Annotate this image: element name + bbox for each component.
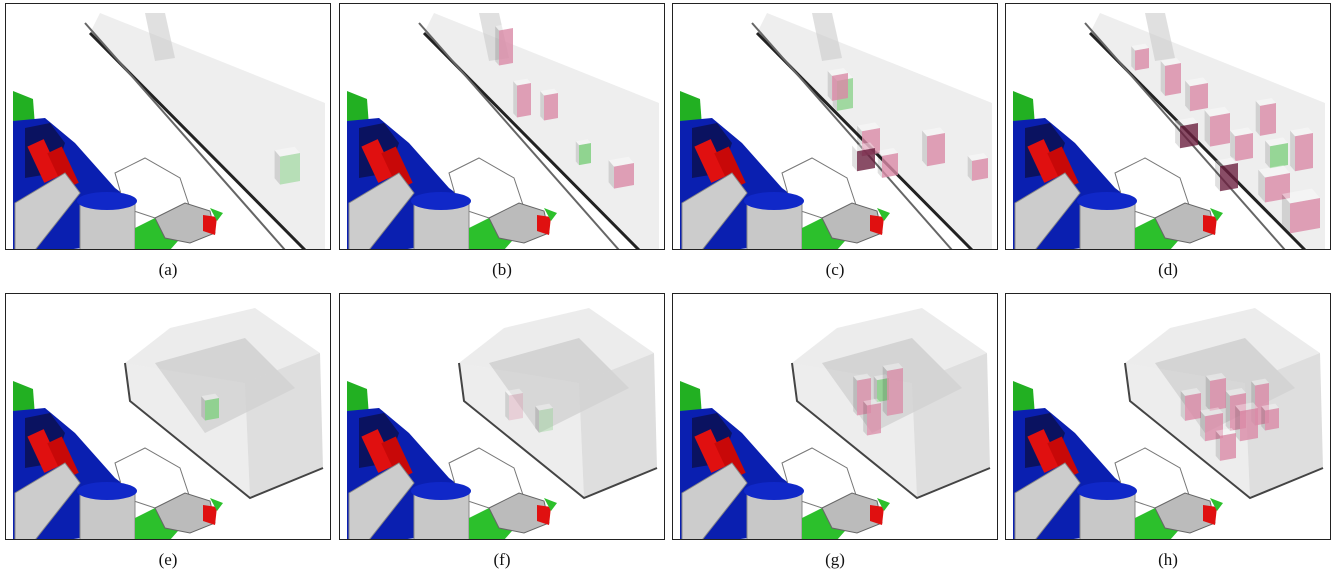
panel (339, 3, 665, 250)
item-front (509, 393, 523, 421)
gray-cylinder (747, 203, 802, 250)
panel (5, 3, 331, 250)
item-side (513, 81, 517, 117)
item-front (972, 158, 988, 181)
item-front (280, 153, 300, 185)
item-front (1210, 378, 1226, 411)
cylinder-cap-blue (1077, 192, 1137, 210)
panel (1005, 3, 1331, 250)
panel (5, 293, 331, 540)
item-front (1220, 163, 1238, 191)
gray-cylinder (80, 493, 135, 540)
panel-scene (1005, 3, 1331, 250)
cylinder-cap-blue (1077, 482, 1137, 500)
panel-scene (672, 3, 998, 250)
panel (339, 293, 665, 540)
item-front (1180, 123, 1198, 148)
item-front (579, 143, 591, 165)
cylinder-cap-blue (77, 482, 137, 500)
item-front (1235, 133, 1253, 161)
item-front (887, 368, 903, 416)
panel-scene (339, 293, 665, 540)
item-side (1205, 110, 1210, 146)
cylinder-cap-blue (411, 192, 471, 210)
item-front (205, 398, 219, 421)
item-front (539, 408, 553, 433)
item-side (495, 26, 499, 65)
item-front (1290, 198, 1320, 233)
item-side (828, 71, 832, 101)
item-front (1260, 103, 1276, 136)
cylinder-cap-blue (744, 482, 804, 500)
cylinder-cap-blue (77, 192, 137, 210)
item-front (1165, 63, 1181, 96)
panel-scene (672, 293, 998, 540)
item-side (505, 391, 509, 420)
item-side (1206, 376, 1210, 411)
item-front (1210, 113, 1230, 147)
item-side (1256, 101, 1260, 136)
figure: (a) (b) (c) (d) (e) (f) (g) (h) (0, 0, 1343, 579)
item-front (1270, 143, 1288, 168)
cylinder-cap-blue (411, 482, 471, 500)
item-front (544, 93, 558, 121)
item-side (853, 376, 857, 415)
item-side (576, 141, 579, 165)
item-side (1181, 391, 1185, 421)
panel-caption: (h) (1158, 550, 1178, 569)
item-side (535, 406, 539, 432)
item-front (867, 403, 881, 436)
panel-caption: (f) (494, 550, 511, 569)
gray-cylinder (1080, 203, 1135, 250)
item-front (1135, 48, 1149, 71)
item-side (1226, 391, 1230, 431)
panel-caption: (b) (492, 260, 512, 279)
gray-cylinder (80, 203, 135, 250)
item-side (1161, 61, 1165, 96)
panel-scene (5, 3, 331, 250)
panel (1005, 293, 1331, 540)
panel-caption: (a) (159, 260, 178, 279)
item-front (927, 133, 945, 166)
item-side (874, 376, 877, 402)
gray-cylinder (414, 203, 469, 250)
item-front (1185, 393, 1201, 421)
item-side (1216, 431, 1220, 461)
item-front (1190, 83, 1208, 111)
item-front (1240, 408, 1258, 441)
item-side (863, 401, 867, 435)
cylinder-cap-blue (744, 192, 804, 210)
panel-caption: (g) (825, 550, 845, 569)
item-side (1290, 131, 1295, 172)
item-side (922, 131, 927, 167)
item-front (517, 83, 531, 118)
item-front (882, 153, 898, 178)
panel (672, 293, 998, 540)
gray-cylinder (1080, 493, 1135, 540)
item-front (614, 163, 634, 189)
panel-caption: (c) (826, 260, 845, 279)
item-front (499, 28, 513, 66)
panel-caption: (d) (1158, 260, 1178, 279)
gray-cylinder (414, 493, 469, 540)
item-front (1295, 133, 1313, 171)
item-front (857, 148, 875, 171)
item-front (832, 73, 848, 101)
item-side (883, 366, 887, 416)
panel-scene (339, 3, 665, 250)
item-side (540, 91, 544, 120)
item-front (1220, 433, 1236, 461)
item-front (1265, 408, 1279, 431)
panel (672, 3, 998, 250)
panel-caption: (e) (159, 550, 178, 569)
panel-scene (1005, 293, 1331, 540)
gray-cylinder (747, 493, 802, 540)
panel-scene (5, 293, 331, 540)
